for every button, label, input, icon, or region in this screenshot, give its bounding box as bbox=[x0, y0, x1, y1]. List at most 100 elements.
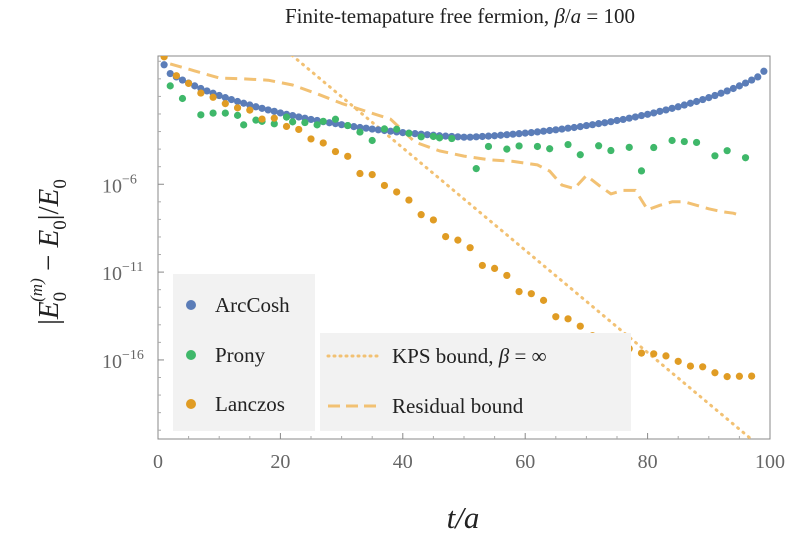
data-point-arccosh bbox=[662, 106, 670, 114]
chart-title-beta-ratio: β bbox=[553, 4, 565, 28]
data-point-prony bbox=[233, 111, 242, 119]
data-point-arccosh bbox=[717, 89, 725, 97]
x-tick-label: 0 bbox=[153, 451, 163, 473]
data-point-lanczos bbox=[552, 313, 560, 321]
data-point-lanczos bbox=[699, 363, 707, 371]
y-label-E-3: E bbox=[33, 188, 65, 207]
x-axis: 0 20 40 60 80 100 bbox=[153, 433, 785, 473]
data-point-lanczos bbox=[368, 170, 376, 179]
data-point-prony bbox=[546, 145, 554, 153]
data-point-lanczos bbox=[674, 357, 682, 365]
data-point-prony bbox=[741, 154, 750, 162]
chart-title-prefix: Finite-temapature free fermion, bbox=[285, 4, 554, 28]
data-point-arccosh bbox=[350, 123, 358, 131]
data-point-lanczos bbox=[723, 373, 731, 381]
data-point-prony bbox=[637, 167, 646, 175]
data-point-prony bbox=[723, 147, 731, 155]
data-point-prony bbox=[380, 125, 389, 133]
x-tick-label: 80 bbox=[638, 451, 658, 473]
data-point-arccosh bbox=[595, 120, 603, 128]
data-point-lanczos bbox=[735, 372, 744, 380]
data-point-prony bbox=[197, 111, 205, 119]
data-point-arccosh bbox=[735, 82, 744, 90]
data-point-prony bbox=[313, 121, 321, 129]
data-point-prony bbox=[448, 134, 456, 143]
data-point-prony bbox=[533, 142, 542, 151]
legend-kps-suffix: = ∞ bbox=[509, 344, 546, 368]
y-tick-base: 10 bbox=[102, 175, 122, 197]
data-point-arccosh bbox=[570, 123, 578, 132]
data-point-prony bbox=[301, 118, 309, 127]
data-point-arccosh bbox=[509, 130, 517, 138]
data-point-arccosh bbox=[423, 131, 431, 139]
data-point-arccosh bbox=[368, 125, 376, 133]
data-point-arccosh bbox=[686, 99, 695, 107]
data-point-lanczos bbox=[344, 152, 352, 160]
data-point-lanczos bbox=[650, 350, 658, 358]
y-tick-label: 10−16 bbox=[102, 348, 144, 373]
data-point-prony bbox=[331, 115, 340, 123]
data-point-prony bbox=[429, 132, 437, 141]
data-point-arccosh bbox=[246, 101, 254, 109]
data-point-arccosh bbox=[386, 127, 395, 135]
data-point-prony bbox=[221, 109, 229, 117]
y-tick-label: 10−11 bbox=[102, 260, 143, 285]
data-point-arccosh bbox=[491, 132, 499, 140]
y-label-sub-0-3: 0 bbox=[50, 179, 71, 189]
data-point-arccosh bbox=[692, 97, 701, 106]
data-point-arccosh bbox=[399, 129, 407, 137]
data-point-arccosh bbox=[307, 115, 315, 124]
y-label-sub-0: 0 bbox=[50, 292, 71, 302]
legend-marker-arccosh bbox=[186, 300, 196, 310]
data-point-lanczos bbox=[405, 196, 413, 204]
legend-label-prony: Prony bbox=[215, 343, 266, 367]
data-point-arccosh bbox=[711, 91, 719, 100]
data-point-arccosh bbox=[729, 84, 737, 93]
x-tick-label: 60 bbox=[515, 451, 535, 473]
point-series-layer bbox=[160, 56, 768, 381]
y-tick-label: 10−6 bbox=[102, 172, 137, 197]
y-axis-label-text: |E0(m) − E0|/E0 bbox=[27, 179, 71, 325]
data-point-lanczos bbox=[503, 271, 511, 280]
y-label-sub-0-2: 0 bbox=[50, 220, 71, 230]
data-point-arccosh bbox=[619, 115, 627, 124]
legend-kps-beta: β bbox=[498, 344, 510, 368]
data-point-arccosh bbox=[503, 131, 511, 139]
y-label-E: E bbox=[33, 301, 65, 320]
x-axis-label: t/a bbox=[447, 500, 480, 535]
data-point-arccosh bbox=[276, 109, 284, 117]
data-point-arccosh bbox=[338, 121, 346, 129]
data-point-arccosh bbox=[521, 129, 529, 137]
chart-title-value: = 100 bbox=[581, 4, 635, 28]
data-point-arccosh bbox=[295, 113, 303, 121]
y-tick-base: 10 bbox=[102, 351, 122, 373]
legend-box-left bbox=[173, 274, 315, 431]
data-point-arccosh bbox=[411, 130, 419, 138]
legend-kps-prefix: KPS bound, bbox=[392, 344, 499, 368]
data-point-prony bbox=[270, 120, 278, 128]
data-point-lanczos bbox=[331, 147, 340, 156]
data-point-arccosh bbox=[760, 67, 768, 75]
line-series-layer bbox=[169, 56, 754, 439]
series-lanczos bbox=[160, 56, 756, 381]
data-point-lanczos bbox=[319, 139, 327, 147]
series-line-kps-bound bbox=[290, 56, 754, 439]
data-point-arccosh bbox=[252, 103, 260, 111]
data-point-lanczos bbox=[442, 233, 450, 241]
chart-title-a: a bbox=[571, 4, 582, 28]
data-point-prony bbox=[319, 117, 327, 125]
data-point-arccosh bbox=[680, 101, 688, 109]
data-point-arccosh bbox=[650, 109, 658, 117]
data-point-lanczos bbox=[417, 211, 425, 219]
data-point-arccosh bbox=[564, 124, 572, 132]
y-axis: 10−6 10−11 10−16 bbox=[102, 60, 164, 431]
data-point-lanczos bbox=[185, 79, 193, 88]
data-point-arccosh bbox=[601, 119, 609, 127]
data-point-lanczos bbox=[160, 56, 168, 61]
data-point-lanczos bbox=[576, 322, 584, 330]
data-point-arccosh bbox=[215, 91, 223, 100]
data-point-arccosh bbox=[258, 104, 266, 112]
data-point-arccosh bbox=[748, 76, 756, 84]
legend-marker-lanczos bbox=[186, 399, 196, 409]
